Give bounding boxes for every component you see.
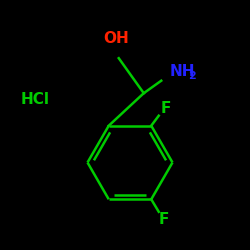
Text: OH: OH [104, 31, 129, 46]
Text: NH: NH [170, 64, 196, 80]
Text: 2: 2 [188, 71, 196, 81]
Text: HCl: HCl [20, 92, 50, 108]
Text: F: F [161, 101, 172, 116]
Text: F: F [158, 212, 169, 227]
